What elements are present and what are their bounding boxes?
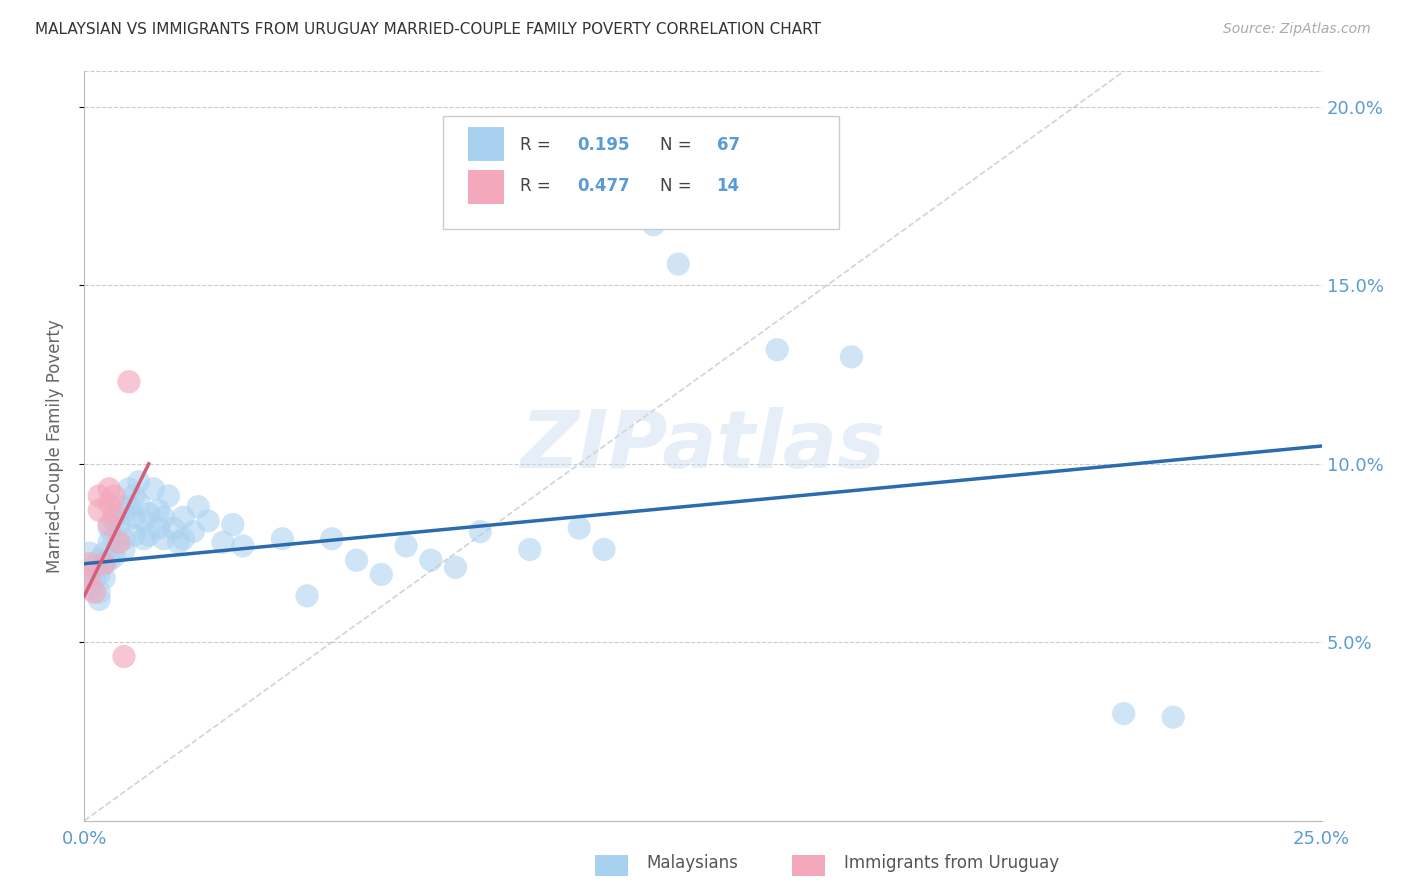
Text: 0.477: 0.477 bbox=[576, 177, 630, 195]
Text: 67: 67 bbox=[717, 136, 740, 153]
Malaysians bbox=[98, 535, 121, 549]
Malaysians bbox=[83, 560, 105, 574]
Malaysians bbox=[643, 218, 665, 232]
Text: Source: ZipAtlas.com: Source: ZipAtlas.com bbox=[1223, 22, 1371, 37]
FancyBboxPatch shape bbox=[468, 169, 503, 204]
Immigrants from Uruguay bbox=[79, 571, 101, 585]
Text: R =: R = bbox=[520, 177, 555, 195]
Malaysians bbox=[321, 532, 343, 546]
Malaysians bbox=[122, 528, 145, 542]
Malaysians bbox=[79, 582, 101, 596]
Text: ZIPatlas: ZIPatlas bbox=[520, 407, 886, 485]
Malaysians bbox=[142, 482, 165, 496]
Malaysians bbox=[128, 475, 150, 489]
Malaysians bbox=[83, 571, 105, 585]
Malaysians bbox=[112, 542, 135, 557]
Immigrants from Uruguay bbox=[89, 503, 111, 517]
Malaysians bbox=[138, 507, 160, 521]
Malaysians bbox=[444, 560, 467, 574]
Malaysians bbox=[128, 496, 150, 510]
Malaysians bbox=[118, 500, 141, 514]
Malaysians bbox=[593, 542, 616, 557]
Malaysians bbox=[666, 257, 689, 271]
Malaysians bbox=[122, 489, 145, 503]
Text: R =: R = bbox=[520, 136, 555, 153]
Malaysians bbox=[93, 546, 115, 560]
Malaysians bbox=[108, 517, 131, 532]
Malaysians bbox=[132, 514, 155, 528]
Malaysians bbox=[172, 532, 194, 546]
Immigrants from Uruguay bbox=[103, 489, 125, 503]
Malaysians bbox=[181, 524, 204, 539]
Immigrants from Uruguay bbox=[98, 482, 121, 496]
Malaysians bbox=[232, 539, 254, 553]
Text: MALAYSIAN VS IMMIGRANTS FROM URUGUAY MARRIED-COUPLE FAMILY POVERTY CORRELATION C: MALAYSIAN VS IMMIGRANTS FROM URUGUAY MAR… bbox=[35, 22, 821, 37]
Immigrants from Uruguay bbox=[89, 489, 111, 503]
Y-axis label: Married-Couple Family Poverty: Married-Couple Family Poverty bbox=[45, 319, 63, 573]
Malaysians bbox=[132, 532, 155, 546]
FancyBboxPatch shape bbox=[468, 127, 503, 161]
Text: Immigrants from Uruguay: Immigrants from Uruguay bbox=[844, 855, 1059, 872]
Immigrants from Uruguay bbox=[79, 557, 101, 571]
Malaysians bbox=[103, 514, 125, 528]
Malaysians bbox=[89, 592, 111, 607]
Malaysians bbox=[295, 589, 318, 603]
Malaysians bbox=[122, 510, 145, 524]
Malaysians bbox=[419, 553, 441, 567]
Text: N =: N = bbox=[659, 136, 696, 153]
Malaysians bbox=[271, 532, 294, 546]
Malaysians bbox=[89, 553, 111, 567]
Malaysians bbox=[172, 510, 194, 524]
Malaysians bbox=[79, 546, 101, 560]
Malaysians bbox=[395, 539, 418, 553]
Malaysians bbox=[197, 514, 219, 528]
Malaysians bbox=[89, 567, 111, 582]
Malaysians bbox=[93, 571, 115, 585]
Malaysians bbox=[112, 532, 135, 546]
Malaysians bbox=[187, 500, 209, 514]
Malaysians bbox=[162, 521, 184, 535]
Malaysians bbox=[167, 535, 190, 549]
Malaysians bbox=[112, 507, 135, 521]
Immigrants from Uruguay bbox=[118, 375, 141, 389]
Malaysians bbox=[152, 532, 174, 546]
Malaysians bbox=[98, 521, 121, 535]
Text: 14: 14 bbox=[717, 177, 740, 195]
Malaysians bbox=[568, 521, 591, 535]
Malaysians bbox=[346, 553, 368, 567]
Malaysians bbox=[152, 510, 174, 524]
Text: N =: N = bbox=[659, 177, 696, 195]
Malaysians bbox=[108, 500, 131, 514]
Malaysians bbox=[370, 567, 392, 582]
Malaysians bbox=[118, 482, 141, 496]
Malaysians bbox=[148, 521, 170, 535]
Malaysians bbox=[157, 489, 180, 503]
Immigrants from Uruguay bbox=[108, 535, 131, 549]
Malaysians bbox=[519, 542, 541, 557]
Text: Malaysians: Malaysians bbox=[647, 855, 738, 872]
Immigrants from Uruguay bbox=[112, 649, 135, 664]
Malaysians bbox=[470, 524, 492, 539]
Malaysians bbox=[841, 350, 863, 364]
Immigrants from Uruguay bbox=[103, 507, 125, 521]
Text: 0.195: 0.195 bbox=[576, 136, 630, 153]
Malaysians bbox=[1161, 710, 1184, 724]
Malaysians bbox=[212, 535, 235, 549]
Malaysians bbox=[93, 557, 115, 571]
Malaysians bbox=[148, 503, 170, 517]
Immigrants from Uruguay bbox=[83, 585, 105, 599]
Malaysians bbox=[98, 553, 121, 567]
Malaysians bbox=[89, 585, 111, 599]
Malaysians bbox=[103, 532, 125, 546]
Malaysians bbox=[103, 549, 125, 564]
Malaysians bbox=[222, 517, 245, 532]
Immigrants from Uruguay bbox=[98, 517, 121, 532]
Malaysians bbox=[1112, 706, 1135, 721]
Immigrants from Uruguay bbox=[93, 557, 115, 571]
Malaysians bbox=[766, 343, 789, 357]
FancyBboxPatch shape bbox=[443, 116, 839, 228]
Malaysians bbox=[138, 528, 160, 542]
Immigrants from Uruguay bbox=[98, 496, 121, 510]
